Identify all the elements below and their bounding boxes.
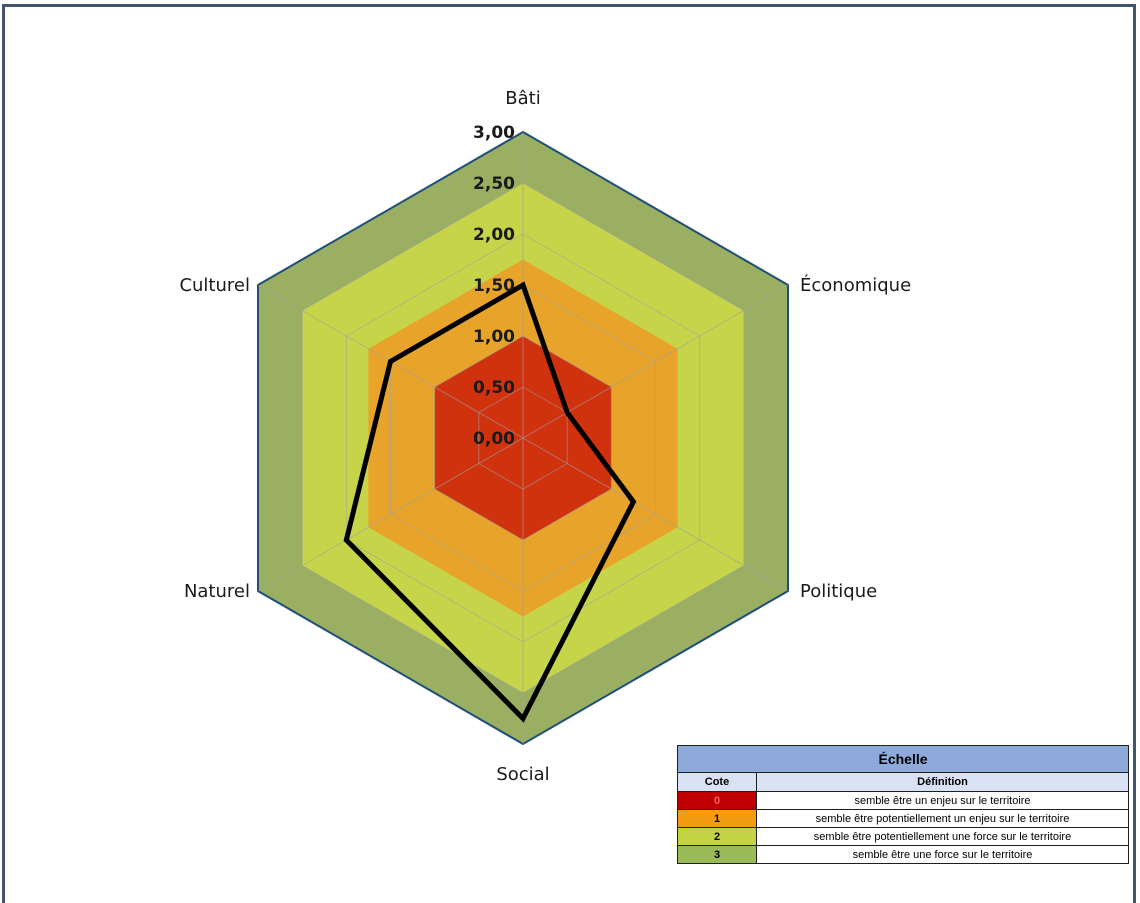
axis-label: Bâti (505, 88, 540, 109)
legend-cote-0: 0 (677, 791, 757, 810)
legend-col-cote: Cote (677, 772, 757, 792)
radar-series (343, 281, 637, 723)
legend-cote-3: 3 (677, 845, 757, 864)
axis-label: Culturel (179, 275, 250, 296)
legend-title: Échelle (677, 745, 1129, 773)
legend-row-1: 1 semble être potentiellement un enjeu s… (677, 809, 1129, 828)
legend-cote-1: 1 (677, 809, 757, 828)
legend-col-definition: Définition (756, 772, 1129, 792)
legend-def-3: semble être une force sur le territoire (756, 845, 1129, 864)
radar-axis-labels: Bâti Économique Politique Social Naturel Cult… (179, 88, 911, 785)
legend-def-2: semble être potentiellement une force su… (756, 827, 1129, 846)
tick-label: 3,00 (473, 123, 515, 143)
spoke (522, 437, 789, 592)
tick-label: 0,00 (473, 429, 515, 449)
tick-label: 2,50 (473, 174, 515, 194)
tick-label: 1,00 (473, 327, 515, 347)
legend-row-0: 0 semble être un enjeu sur le territoire (677, 791, 1129, 810)
axis-label: Social (496, 764, 549, 785)
spoke (257, 437, 524, 592)
axis-label: Économique (800, 274, 911, 296)
legend-cote-2: 2 (677, 827, 757, 846)
tick-label: 0,50 (473, 378, 515, 398)
scale-legend: Échelle Cote Définition 0 semble être un… (677, 745, 1129, 864)
tick-label: 2,00 (473, 225, 515, 245)
radar-ticks: 0,00 0,50 1,00 1,50 2,00 2,50 3,00 (473, 123, 515, 449)
radar-grid (257, 132, 789, 744)
tick-label: 1,50 (473, 276, 515, 296)
legend-def-0: semble être un enjeu sur le territoire (756, 791, 1129, 810)
axis-label: Politique (800, 581, 877, 602)
axis-label: Naturel (184, 581, 250, 602)
series-line-0 (343, 281, 637, 723)
legend-row-3: 3 semble être une force sur le territoir… (677, 845, 1129, 864)
legend-def-1: semble être potentiellement un enjeu sur… (756, 809, 1129, 828)
legend-row-2: 2 semble être potentiellement une force … (677, 827, 1129, 846)
